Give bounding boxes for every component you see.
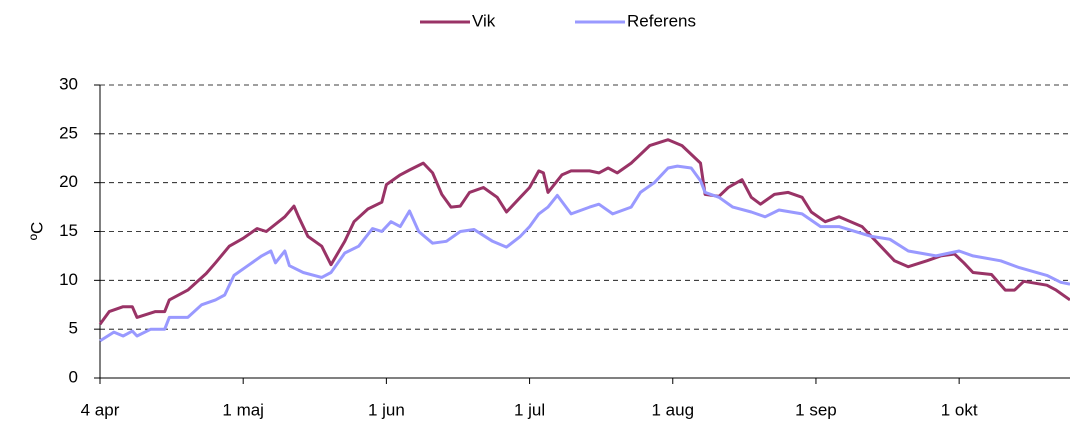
y-tick-label: 0 <box>69 367 78 386</box>
legend-label: Vik <box>472 11 496 30</box>
x-tick-label: 1 maj <box>222 400 264 419</box>
x-tick-label: 1 sep <box>795 400 837 419</box>
x-tick-label: 1 aug <box>651 400 694 419</box>
series-line <box>99 164 1070 343</box>
y-tick-label: 10 <box>59 270 78 289</box>
y-axis-label: ºC <box>27 222 46 241</box>
series-line <box>98 138 1070 326</box>
y-tick-label: 30 <box>59 74 78 93</box>
x-tick-label: 4 apr <box>81 400 120 419</box>
y-tick-label: 15 <box>59 221 78 240</box>
y-tick-label: 25 <box>59 123 78 142</box>
x-tick-label: 1 jun <box>368 400 405 419</box>
y-tick-label: 5 <box>69 319 78 338</box>
x-tick-label: 1 okt <box>941 400 978 419</box>
legend-label: Referens <box>627 11 696 30</box>
x-tick-label: 1 jul <box>514 400 545 419</box>
y-tick-label: 20 <box>59 172 78 191</box>
